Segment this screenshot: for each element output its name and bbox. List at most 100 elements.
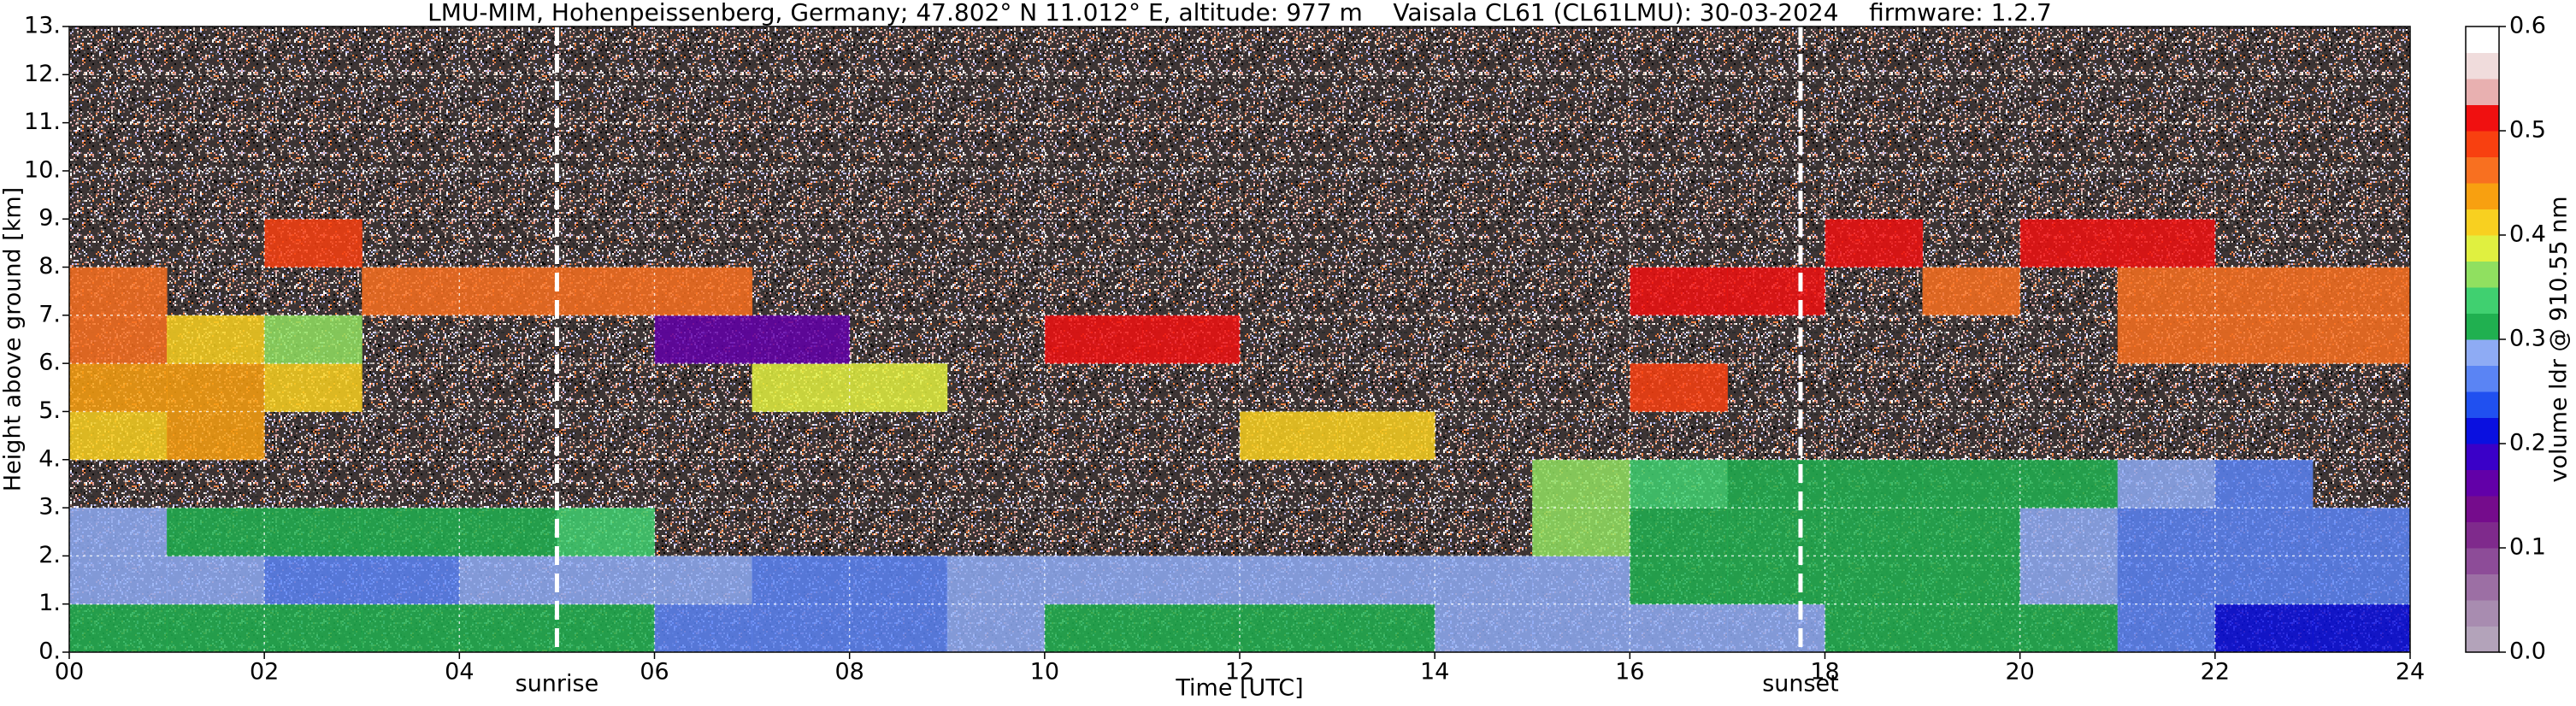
heatmap-cell bbox=[2312, 508, 2411, 556]
heatmap-cell bbox=[459, 267, 557, 316]
heatmap-cell bbox=[2312, 603, 2411, 653]
colorbar-swatch bbox=[2466, 365, 2499, 392]
heatmap-cell bbox=[1630, 508, 1728, 556]
colorbar-tick-label: 0.3 bbox=[2509, 326, 2546, 352]
heatmap-cell bbox=[2214, 459, 2314, 509]
heatmap-cell bbox=[654, 556, 753, 605]
heatmap-cell bbox=[264, 556, 363, 605]
heatmap-cell bbox=[1240, 603, 1338, 653]
x-tick-label: 20 bbox=[2005, 659, 2034, 685]
heatmap-cell bbox=[2214, 508, 2314, 556]
colorbar-tick-label: 0.1 bbox=[2509, 534, 2546, 561]
y-tick-label: 13. bbox=[24, 13, 61, 39]
colorbar-swatch bbox=[2466, 287, 2499, 314]
heatmap-cell bbox=[1727, 556, 1825, 605]
colorbar-swatch bbox=[2466, 235, 2499, 262]
y-tick-label: 9. bbox=[38, 205, 61, 232]
heatmap-cell bbox=[362, 508, 460, 556]
x-tick-label: 18 bbox=[1810, 659, 1839, 685]
heatmap-cell bbox=[1532, 508, 1630, 556]
heatmap-cell bbox=[1922, 267, 2021, 316]
heatmap-cell bbox=[557, 508, 655, 556]
colorbar-swatch bbox=[2466, 52, 2499, 79]
heatmap-cell bbox=[1435, 603, 1533, 653]
colorbar-tick-label: 0.5 bbox=[2509, 117, 2546, 144]
heatmap-cell bbox=[849, 363, 948, 412]
x-tick-label: 08 bbox=[834, 659, 864, 685]
heatmap-cell bbox=[167, 603, 265, 653]
heatmap-cell bbox=[1532, 459, 1630, 509]
heatmap-cell bbox=[459, 603, 557, 653]
heatmap-cell bbox=[1240, 411, 1338, 461]
colorbar-tick-label: 0.0 bbox=[2509, 638, 2546, 665]
colorbar-swatch bbox=[2466, 600, 2499, 627]
heatmap-cell bbox=[2312, 267, 2411, 316]
colorbar-swatch bbox=[2466, 131, 2499, 157]
heatmap-cell bbox=[2312, 315, 2411, 364]
heatmap-cell bbox=[362, 556, 460, 605]
heatmap-cell bbox=[1922, 603, 2021, 653]
y-tick-label: 6. bbox=[38, 350, 61, 376]
colorbar-swatch bbox=[2466, 339, 2499, 366]
plot-frame bbox=[68, 26, 2411, 653]
heatmap-cell bbox=[2019, 508, 2119, 556]
heatmap-cell bbox=[752, 603, 851, 653]
x-tick-label: 06 bbox=[640, 659, 669, 685]
colorbar-swatch bbox=[2466, 444, 2499, 470]
colorbar-swatch bbox=[2466, 183, 2499, 209]
colorbar-label: volume ldr @ 910.55 nm bbox=[2546, 197, 2573, 483]
heatmap-cell bbox=[946, 556, 1046, 605]
colorbar-swatch bbox=[2466, 79, 2499, 105]
heatmap-cell bbox=[2019, 459, 2119, 509]
y-tick-label: 2. bbox=[38, 542, 61, 568]
heatmap-cell bbox=[849, 556, 948, 605]
heatmap-cell bbox=[264, 219, 363, 268]
x-tick-label: 04 bbox=[445, 659, 474, 685]
heatmap-cell bbox=[264, 363, 363, 412]
x-tick-label: 02 bbox=[250, 659, 279, 685]
y-tick-label: 5. bbox=[38, 397, 61, 424]
heatmap-cell bbox=[2214, 315, 2314, 364]
heatmap-cell bbox=[459, 508, 557, 556]
colorbar-swatch bbox=[2466, 156, 2499, 184]
heatmap-cell bbox=[459, 556, 557, 605]
heatmap-cell bbox=[1630, 459, 1728, 509]
x-tick-label: 00 bbox=[55, 659, 84, 685]
heatmap-cell bbox=[2117, 459, 2216, 509]
heatmap-cell bbox=[2214, 267, 2314, 316]
annotation-label: sunrise bbox=[516, 671, 599, 697]
y-tick-label: 4. bbox=[38, 445, 61, 472]
heatmap-cell bbox=[2214, 603, 2314, 653]
heatmap-cell bbox=[1727, 459, 1825, 509]
colorbar-tick-label: 0.2 bbox=[2509, 430, 2546, 456]
heatmap-cell bbox=[1922, 556, 2021, 605]
heatmap-cell bbox=[1824, 603, 1924, 653]
heatmap-cell bbox=[1727, 267, 1825, 316]
colorbar-swatch bbox=[2466, 626, 2499, 653]
colorbar-swatch bbox=[2466, 104, 2499, 132]
y-tick-label: 1. bbox=[38, 590, 61, 616]
heatmap-cell bbox=[2214, 556, 2314, 605]
heatmap-cell bbox=[1044, 315, 1143, 364]
heatmap-cell bbox=[264, 508, 363, 556]
heatmap-cell bbox=[1727, 603, 1825, 653]
heatmap-cell bbox=[1044, 603, 1143, 653]
heatmap-cell bbox=[69, 315, 168, 364]
x-tick-label: 16 bbox=[1615, 659, 1644, 685]
heatmap-cell bbox=[557, 267, 655, 316]
colorbar-swatch bbox=[2466, 469, 2499, 497]
heatmap-cell bbox=[1532, 556, 1630, 605]
heatmap-cell bbox=[1922, 508, 2021, 556]
heatmap-cell bbox=[1141, 315, 1241, 364]
heatmap-cell bbox=[654, 315, 753, 364]
heatmap-cell bbox=[2117, 219, 2216, 268]
heatmap-cell bbox=[1337, 556, 1435, 605]
heatmap-cell bbox=[1727, 508, 1825, 556]
x-tick-label: 22 bbox=[2201, 659, 2230, 685]
colorbar-swatch bbox=[2466, 26, 2499, 53]
y-axis-label: Height above ground [km] bbox=[0, 187, 27, 491]
heatmap-cell bbox=[1824, 556, 1924, 605]
heatmap-cell bbox=[69, 267, 168, 316]
colorbar-swatch bbox=[2466, 391, 2499, 418]
